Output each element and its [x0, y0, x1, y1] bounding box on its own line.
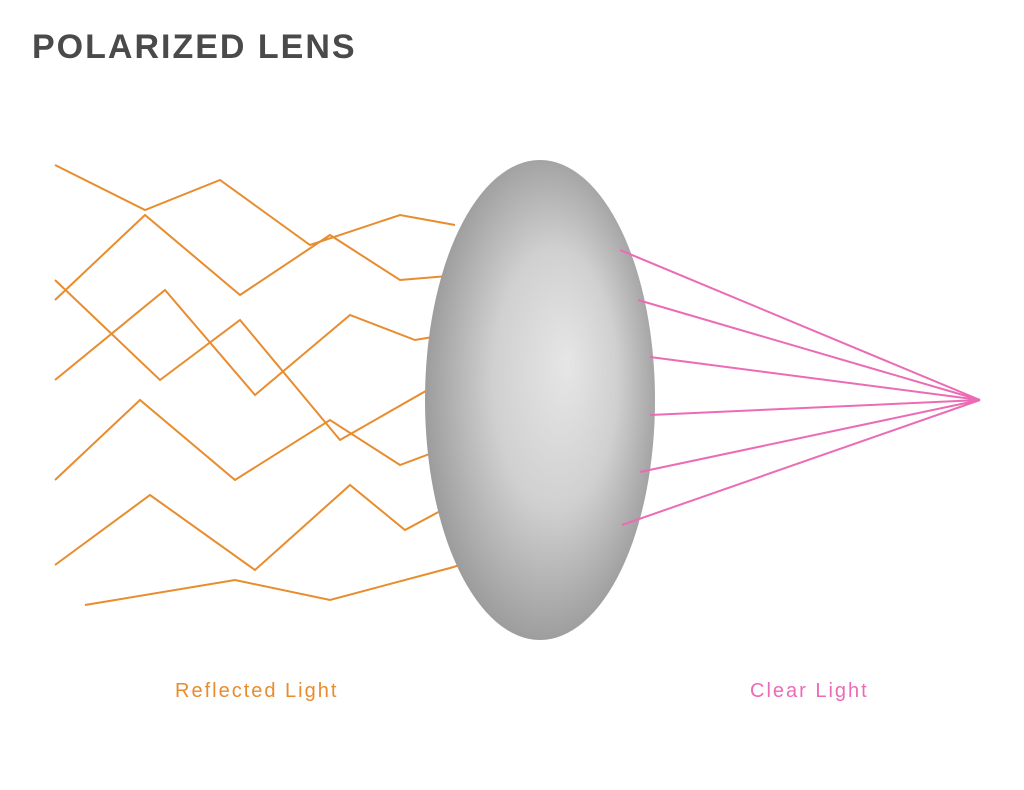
clear-light-label: Clear Light [750, 680, 869, 703]
clear-rays [620, 250, 980, 525]
diagram-canvas [0, 0, 1024, 790]
lens [425, 160, 655, 640]
reflected-light-label: Reflected Light [175, 680, 338, 703]
reflected-rays [55, 165, 485, 605]
